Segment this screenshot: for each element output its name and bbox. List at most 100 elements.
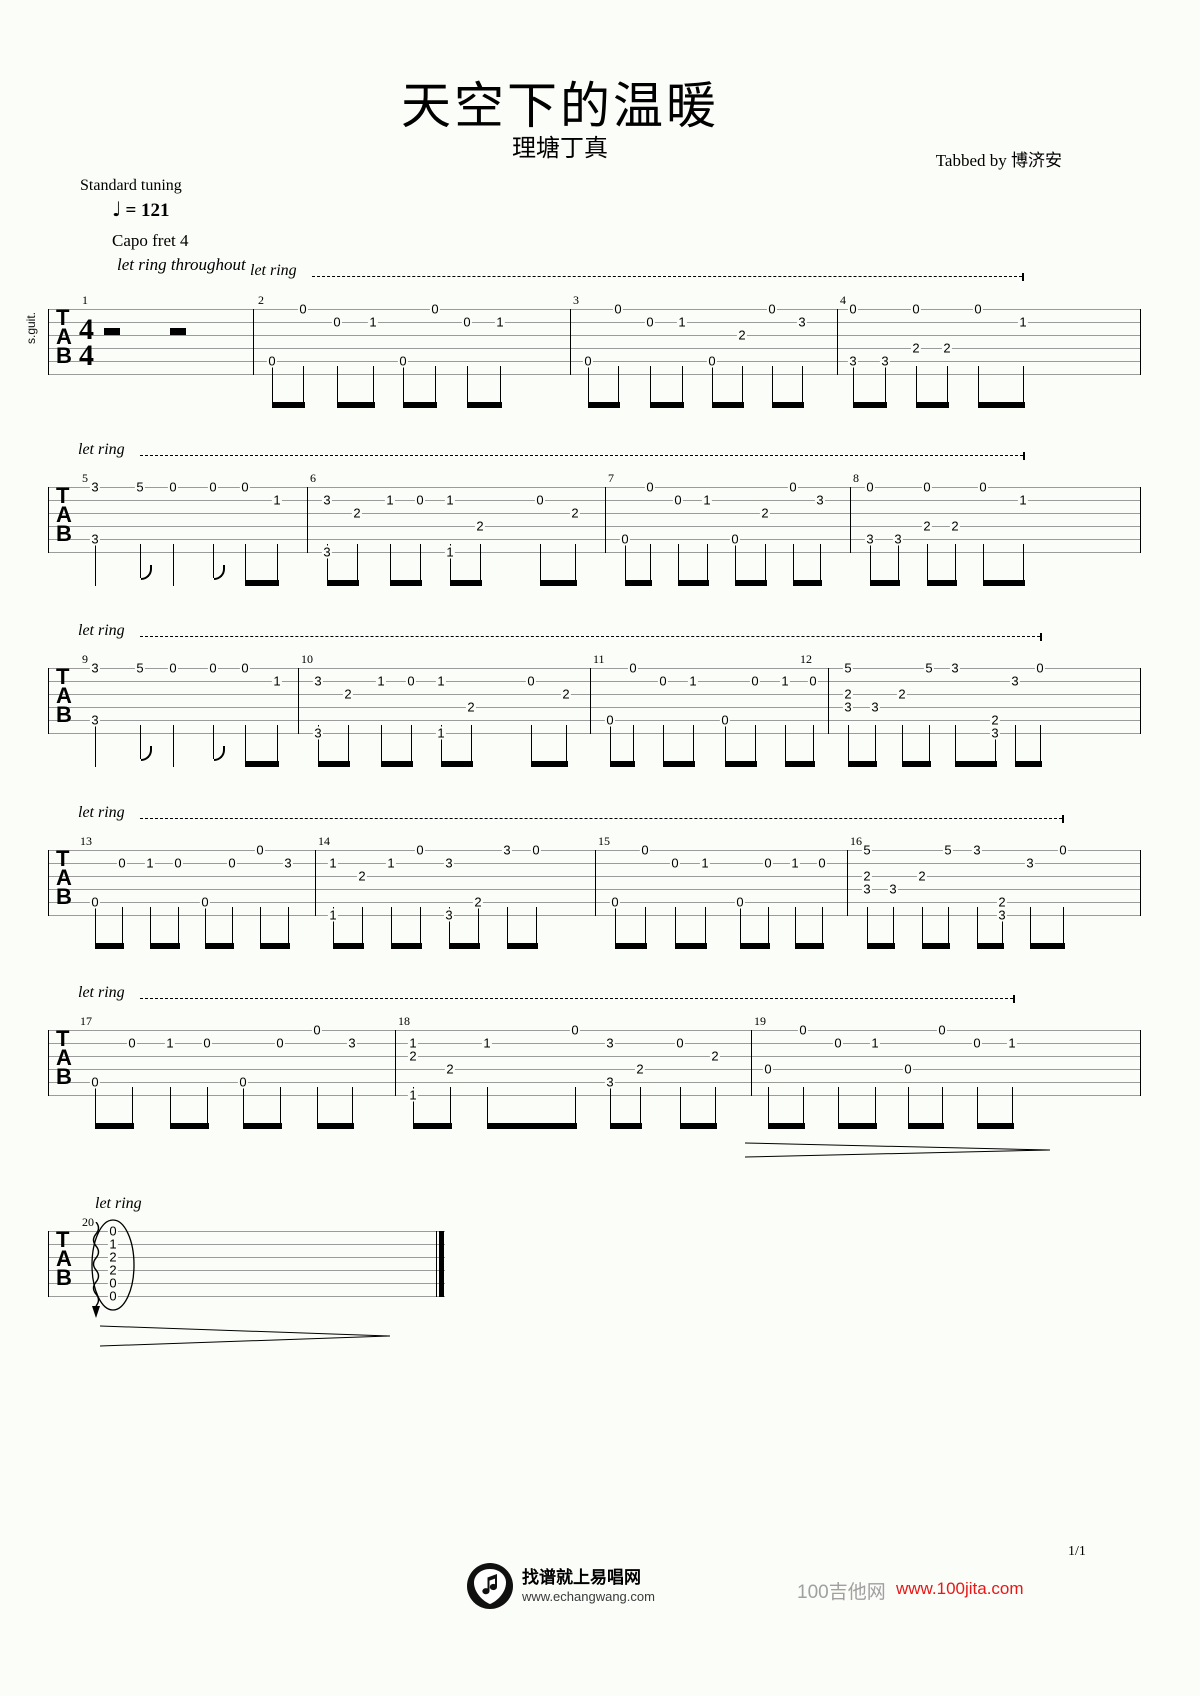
eighth-beam <box>413 1123 452 1129</box>
fret-number: 2 <box>896 686 908 702</box>
echangwang-logo pick-icon <box>466 1562 514 1615</box>
eighth-beam <box>853 402 887 408</box>
note-stem <box>1063 907 1065 949</box>
eighth-beam <box>170 1123 209 1129</box>
staff-line <box>48 694 1140 695</box>
eighth-beam <box>245 761 279 767</box>
fret-number: 0 <box>902 1061 914 1077</box>
let-ring-end-tick <box>1013 995 1015 1003</box>
tab-clef-letter: A <box>56 1246 72 1271</box>
eighth-beam <box>678 580 709 586</box>
decrescendo-hairpin <box>99 1325 391 1352</box>
note-stem <box>715 1087 717 1129</box>
eighth-beam <box>768 1123 805 1129</box>
eighth-beam <box>793 580 822 586</box>
fret-number: 0 <box>657 673 669 689</box>
fret-number: 0 <box>604 712 616 728</box>
fret-number: 3 <box>1024 855 1036 871</box>
note-stem <box>243 1087 245 1129</box>
fret-number: 2 <box>560 686 572 702</box>
eighth-beam <box>740 943 770 949</box>
note-stem <box>1023 544 1025 586</box>
fret-number: 3 <box>869 699 881 715</box>
note-stem <box>898 544 900 586</box>
100jita-site-url[interactable]: www.100jita.com <box>896 1579 1024 1598</box>
barline <box>590 668 592 734</box>
note-stem <box>618 366 620 408</box>
eighth-beam <box>977 1123 1014 1129</box>
fret-number: 3 <box>89 531 101 547</box>
staff-line <box>48 668 1140 669</box>
note-stem <box>450 1087 452 1129</box>
note-stem <box>977 907 979 949</box>
note-stem <box>140 725 142 759</box>
let-ring-dashes <box>140 818 1062 819</box>
fret-number: 1 <box>789 855 801 871</box>
measure-number: 9 <box>82 652 88 666</box>
note-stem <box>740 907 742 949</box>
echangwang-site-url[interactable]: www.echangwang.com <box>522 1589 655 1604</box>
fret-number: 2 <box>842 686 854 702</box>
note-stem <box>802 366 804 408</box>
note-stem <box>207 1087 209 1129</box>
note-stem <box>150 907 152 949</box>
fret-number: 3 <box>443 855 455 871</box>
fret-number: 3 <box>321 492 333 508</box>
fret-number: 2 <box>736 327 748 343</box>
fret-number: 0 <box>729 531 741 547</box>
note-stem <box>327 544 329 586</box>
note-stem <box>875 725 877 767</box>
eighth-beam <box>610 1123 642 1129</box>
measure-number: 11 <box>593 652 605 666</box>
fret-number: 5 <box>861 842 873 858</box>
fret-number: 3 <box>989 725 1001 741</box>
staff-line <box>48 1056 1140 1057</box>
fret-number: 2 <box>107 1262 119 1278</box>
fret-number: 5 <box>842 660 854 676</box>
note-stem <box>500 366 502 408</box>
eighth-beam <box>403 402 437 408</box>
eighth-beam <box>838 1123 877 1129</box>
barline <box>850 487 852 553</box>
note-stem <box>413 1087 415 1129</box>
note-stem <box>633 725 635 767</box>
fret-number: 0 <box>847 301 859 317</box>
note-stem <box>1012 1087 1014 1129</box>
fret-number: 0 <box>749 673 761 689</box>
fret-number: 0 <box>807 673 819 689</box>
staff-line <box>48 487 1140 488</box>
fret-number: 0 <box>674 1035 686 1051</box>
measure-number: 20 <box>82 1215 94 1229</box>
note-stem <box>795 907 797 949</box>
fret-number: 0 <box>297 301 309 317</box>
fret-number: 2 <box>444 1061 456 1077</box>
let-ring-end-tick <box>1022 273 1024 281</box>
staff-line <box>48 374 1140 375</box>
fret-number: 3 <box>847 353 859 369</box>
note-stem <box>725 725 727 767</box>
fret-number: 0 <box>201 1035 213 1051</box>
note-stem <box>280 1087 282 1129</box>
tab-clef-letter: A <box>56 865 72 890</box>
note-stem <box>173 544 175 586</box>
fret-number: 5 <box>134 479 146 495</box>
fret-number: 0 <box>669 855 681 871</box>
fret-number: 1 <box>869 1035 881 1051</box>
barline <box>595 850 597 916</box>
note-stem <box>277 544 279 586</box>
fret-number: 0 <box>167 479 179 495</box>
song-artist: 理塘丁真 <box>512 136 608 162</box>
fret-number: 0 <box>414 842 426 858</box>
page-number: 1/1 <box>1068 1544 1086 1559</box>
note-stem <box>765 544 767 586</box>
measure-number: 5 <box>82 471 88 485</box>
note-stem <box>675 907 677 949</box>
note-stem <box>645 907 647 949</box>
fret-number: 0 <box>864 479 876 495</box>
note-stem <box>893 907 895 949</box>
fret-number: 0 <box>672 492 684 508</box>
fret-number: 3 <box>842 699 854 715</box>
eighth-beam <box>955 761 997 767</box>
staff-line <box>48 1095 1140 1096</box>
fret-number: 3 <box>971 842 983 858</box>
